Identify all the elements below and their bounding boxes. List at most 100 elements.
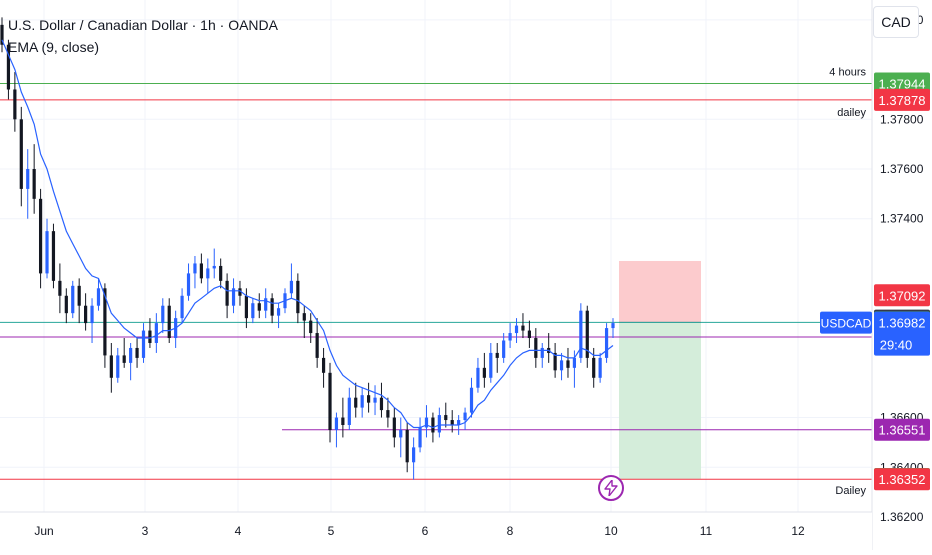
candle	[508, 323, 512, 348]
candle	[122, 338, 126, 368]
candle	[212, 248, 216, 279]
candle	[161, 298, 165, 334]
candle	[180, 288, 184, 324]
svg-text:1.36352: 1.36352	[879, 472, 926, 487]
candle	[64, 288, 68, 324]
bar-countdown: 29:40	[880, 338, 913, 353]
candle	[450, 410, 454, 433]
candle	[367, 382, 371, 413]
candle	[566, 347, 570, 378]
candle	[6, 39, 11, 100]
candle	[38, 188, 43, 289]
candle	[296, 273, 300, 324]
candle	[154, 313, 158, 353]
candle	[116, 347, 120, 383]
ema-line[interactable]	[1, 39, 614, 429]
candle	[482, 352, 486, 388]
candle	[386, 397, 390, 428]
take-profit-zone[interactable]	[619, 322, 701, 479]
candle	[231, 278, 236, 314]
candle	[193, 256, 197, 289]
candle	[392, 407, 396, 448]
time-tick: 11	[700, 524, 713, 538]
candle	[19, 106, 23, 207]
candle	[373, 385, 377, 416]
candle	[167, 298, 171, 343]
candle	[26, 149, 30, 219]
candle	[476, 357, 480, 393]
time-tick: 12	[791, 524, 805, 538]
time-tick: 6	[422, 524, 429, 538]
candle	[444, 402, 448, 428]
candle	[604, 323, 609, 363]
price-tick: 1.37600	[880, 162, 924, 176]
candle	[418, 417, 422, 453]
candle	[276, 303, 281, 329]
candle	[437, 407, 441, 438]
current-price-badge[interactable]: USDCAD 1.36982 29:40	[820, 311, 930, 356]
candle	[521, 313, 525, 339]
candle	[129, 342, 133, 381]
candle	[489, 342, 493, 383]
time-tick: 8	[507, 524, 514, 538]
hline-label: Dailey	[835, 485, 866, 497]
current-price: 1.36982	[879, 316, 926, 331]
candle	[405, 422, 409, 473]
candle	[424, 405, 429, 438]
time-tick: Jun	[34, 524, 53, 538]
indicator-label[interactable]: EMA (9, close)	[8, 39, 100, 55]
candle	[58, 263, 62, 314]
price-tick: 1.36200	[880, 510, 924, 524]
candle	[238, 280, 242, 306]
candle	[360, 387, 364, 418]
candle	[412, 437, 416, 480]
candle	[174, 310, 178, 348]
candle	[148, 318, 152, 348]
candle	[553, 342, 557, 378]
candle	[135, 338, 139, 368]
currency-button[interactable]: CAD	[873, 6, 919, 38]
price-label: 1.36551	[874, 418, 930, 441]
candle	[206, 258, 210, 294]
candle	[341, 397, 345, 438]
candle	[264, 288, 268, 319]
price-label: 1.37878	[874, 88, 930, 111]
position-zones	[619, 260, 701, 479]
candle	[559, 352, 564, 381]
stop-loss-zone[interactable]	[619, 260, 701, 323]
candle	[45, 218, 49, 279]
svg-text:1.37092: 1.37092	[879, 288, 926, 303]
candle	[579, 303, 583, 363]
candle	[32, 144, 36, 214]
price-tick: 1.37400	[880, 212, 924, 226]
time-axis-bg[interactable]	[0, 512, 872, 550]
lightning-bolt-icon[interactable]	[598, 475, 624, 501]
candle	[257, 293, 261, 319]
candle	[328, 362, 332, 443]
candle	[244, 288, 248, 329]
price-label: 1.37092	[874, 284, 930, 307]
time-axis[interactable]: Jun 3 4 5 6 8 10 11 12	[0, 511, 872, 550]
candle	[96, 278, 101, 311]
candle	[585, 305, 589, 368]
candle	[289, 263, 294, 299]
candle	[186, 263, 191, 301]
candle	[302, 305, 306, 339]
hline-label: 4 hours	[829, 67, 866, 79]
symbol-title[interactable]: U.S. Dollar / Canadian Dollar · 1h · OAN…	[8, 17, 278, 33]
candle	[534, 328, 538, 368]
horizontal-lines: 4 hours dailey Dailey	[0, 67, 872, 497]
candle	[251, 298, 255, 324]
candle	[334, 412, 339, 448]
svg-text:1.36551: 1.36551	[879, 423, 926, 438]
candle	[270, 293, 274, 324]
candle	[321, 347, 326, 388]
candle	[399, 417, 403, 458]
time-tick: 3	[142, 524, 149, 538]
hline-label: dailey	[837, 107, 866, 119]
current-symbol: USDCAD	[821, 317, 872, 331]
lightning-bolt-glyph	[604, 480, 618, 496]
candle	[469, 377, 474, 418]
